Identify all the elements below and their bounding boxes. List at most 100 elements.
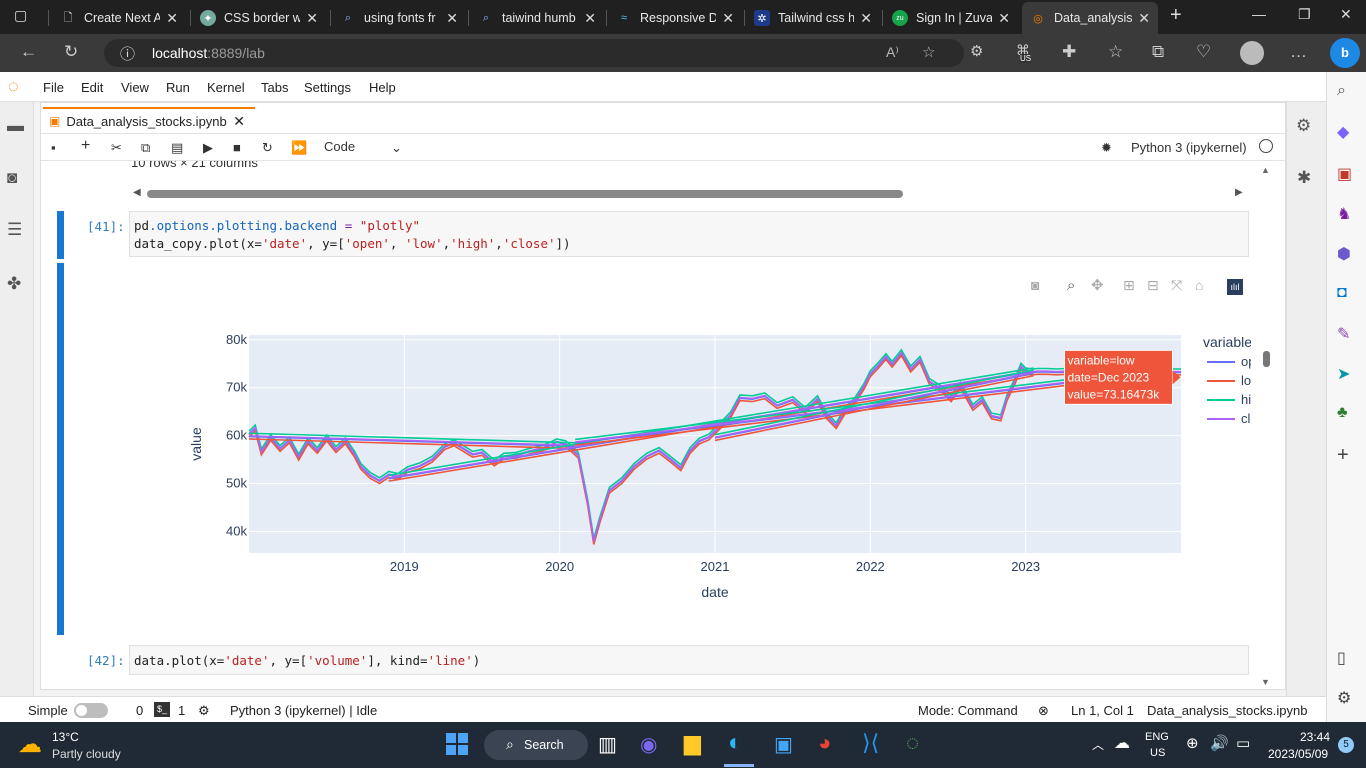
chrome-icon[interactable]: ◕ bbox=[818, 730, 832, 755]
chevron-up-icon[interactable]: ︿ bbox=[1092, 738, 1105, 752]
notification-badge[interactable]: 5 bbox=[1338, 737, 1354, 753]
browser-tab-4[interactable]: ⌕ taiwind humb ✕ bbox=[470, 4, 604, 32]
run-icon[interactable]: ▶ bbox=[203, 140, 213, 155]
taskbar-search[interactable]: ⌕ Search bbox=[484, 730, 588, 760]
simple-mode-toggle[interactable] bbox=[74, 703, 108, 718]
outlook-icon[interactable]: ◘ bbox=[1337, 284, 1347, 301]
menu-tabs[interactable]: Tabs bbox=[261, 80, 289, 95]
minimize-icon[interactable]: — bbox=[1252, 6, 1266, 22]
close-icon[interactable]: ✕ bbox=[306, 9, 318, 26]
property-inspector-icon[interactable]: ⚙ bbox=[1296, 116, 1312, 135]
plotly-chart[interactable]: 40k 50k 60k 70k 80k 2019 2020 2021 2022 2023 val… bbox=[131, 321, 1251, 611]
menu-help[interactable]: Help bbox=[369, 80, 396, 95]
autoscale-icon[interactable]: ⤧ bbox=[1171, 277, 1183, 293]
menu-file[interactable]: File bbox=[43, 80, 64, 95]
menu-kernel[interactable]: Kernel bbox=[207, 80, 245, 95]
close-icon[interactable]: ✕ bbox=[860, 9, 872, 26]
browser-tab-5[interactable]: ≈ Responsive D ✕ bbox=[608, 4, 742, 32]
kernel-name[interactable]: Python 3 (ipykernel) bbox=[1131, 140, 1247, 155]
scroll-up-icon[interactable]: ▲ bbox=[1261, 165, 1270, 175]
folder-icon[interactable]: ▬ bbox=[7, 116, 24, 135]
zoom-icon[interactable]: ⌕ bbox=[1067, 277, 1076, 294]
scroll-right-icon[interactable]: ▶ bbox=[1235, 187, 1243, 198]
collections-icon[interactable]: ⧉ bbox=[1152, 42, 1165, 61]
more-icon[interactable]: … bbox=[1290, 42, 1307, 61]
cursor-position[interactable]: Ln 1, Col 1 bbox=[1071, 703, 1134, 718]
start-icon[interactable] bbox=[446, 733, 468, 755]
bug-icon[interactable]: ✹ bbox=[1101, 140, 1112, 155]
running-icon[interactable]: ◙ bbox=[7, 168, 18, 187]
debugger-icon[interactable]: ✱ bbox=[1297, 168, 1312, 187]
browser-tab-6[interactable]: ✲ Tailwind css h ✕ bbox=[746, 4, 880, 32]
menu-edit[interactable]: Edit bbox=[81, 80, 104, 95]
file-explorer-icon[interactable]: ▆ bbox=[684, 730, 701, 755]
gear-icon[interactable]: ⚙ bbox=[1337, 690, 1352, 707]
tag-icon[interactable]: ◆ bbox=[1337, 124, 1350, 141]
vscode-icon[interactable]: ⟩⟨ bbox=[862, 730, 880, 755]
reload-icon[interactable]: ↻ bbox=[64, 42, 79, 61]
task-view-icon[interactable]: ▥ bbox=[598, 734, 617, 756]
notebook-tab[interactable]: ▣ Data_analysis_stocks.ipynb ✕ bbox=[43, 107, 255, 133]
bing-copilot-icon[interactable]: b bbox=[1330, 38, 1360, 68]
toc-icon[interactable]: ☰ bbox=[7, 220, 23, 239]
paste-icon[interactable]: ▤ bbox=[171, 140, 184, 155]
cut-icon[interactable]: ✂ bbox=[111, 140, 122, 155]
code-cell-42[interactable]: data.plot(x='date', y=['volume'], kind='… bbox=[129, 645, 1249, 675]
restore-icon[interactable]: ❐ bbox=[1298, 6, 1311, 22]
scroll-left-icon[interactable]: ◀ bbox=[133, 187, 141, 198]
language-2[interactable]: US bbox=[1150, 747, 1166, 759]
copy-icon[interactable]: ⧉ bbox=[141, 140, 151, 155]
close-window-icon[interactable]: ✕ bbox=[1340, 6, 1352, 22]
close-icon[interactable]: ✕ bbox=[584, 9, 596, 26]
browser-tab-7[interactable]: zu Sign In | Zuva ✕ bbox=[884, 4, 1018, 32]
close-icon[interactable]: ✕ bbox=[233, 112, 245, 129]
extensions-icon[interactable]: ✤ bbox=[7, 274, 22, 293]
save-icon[interactable]: ▪ bbox=[51, 140, 56, 155]
clock-date[interactable]: 2023/05/09 bbox=[1268, 747, 1329, 761]
weather-icon[interactable]: ☁ bbox=[18, 731, 42, 758]
send-icon[interactable]: ➤ bbox=[1337, 366, 1351, 383]
browser-tab-1[interactable]: 🗋 Create Next A ✕ bbox=[52, 4, 186, 32]
new-tab-icon[interactable]: + bbox=[1170, 4, 1182, 26]
close-icon[interactable]: ✕ bbox=[722, 9, 734, 26]
network-icon[interactable]: ⊕ bbox=[1186, 735, 1199, 752]
close-icon[interactable]: ✕ bbox=[998, 9, 1010, 26]
read-aloud-icon[interactable]: A⁾ bbox=[886, 44, 899, 60]
teams-icon[interactable]: ◉ bbox=[640, 734, 658, 756]
sidebar-toggle-icon[interactable]: ▯ bbox=[1337, 650, 1346, 667]
close-icon[interactable]: ✕ bbox=[1138, 9, 1150, 26]
health-icon[interactable]: ♡ bbox=[1196, 42, 1212, 61]
stop-icon[interactable]: ■ bbox=[233, 140, 241, 155]
back-icon[interactable]: ← bbox=[20, 42, 37, 61]
home-icon[interactable]: ⌂ bbox=[1195, 277, 1204, 293]
app-ring-icon[interactable]: ◌ bbox=[906, 730, 920, 755]
tree-icon[interactable]: ♣ bbox=[1337, 404, 1348, 421]
add-icon[interactable]: + bbox=[1337, 444, 1349, 466]
zoom-out-icon[interactable]: ⊟ bbox=[1147, 277, 1159, 293]
volume-icon[interactable]: 🔊 bbox=[1210, 735, 1229, 752]
extension-icon[interactable]: ⚙ bbox=[970, 43, 984, 60]
cell-type-select[interactable]: Code bbox=[324, 139, 356, 154]
run-all-icon[interactable]: ⏩ bbox=[291, 140, 308, 155]
address-bar[interactable]: ⓘ localhost:8889/lab A⁾ ☆ bbox=[104, 39, 964, 67]
clock-time[interactable]: 23:44 bbox=[1300, 730, 1331, 744]
close-icon[interactable]: ✕ bbox=[166, 9, 178, 26]
code-cell-41[interactable]: pd.options.plotting.backend = "plotly" d… bbox=[129, 211, 1249, 257]
horizontal-scrollbar[interactable] bbox=[147, 190, 903, 198]
avatar[interactable] bbox=[1240, 41, 1264, 65]
zoom-in-icon[interactable]: ⊞ bbox=[1123, 277, 1135, 293]
shield-icon[interactable]: ⊗ bbox=[1038, 703, 1049, 718]
menu-settings[interactable]: Settings bbox=[304, 80, 351, 95]
add-cell-icon[interactable]: + bbox=[81, 137, 91, 154]
info-icon[interactable]: ⓘ bbox=[120, 46, 136, 63]
cloud-icon[interactable]: ☁ bbox=[1114, 735, 1130, 752]
puzzle-icon[interactable]: ✚ bbox=[1062, 42, 1077, 61]
scroll-down-icon[interactable]: ▼ bbox=[1261, 677, 1270, 687]
battery-icon[interactable]: ▭ bbox=[1236, 735, 1251, 752]
store-icon[interactable]: ▣ bbox=[774, 734, 793, 756]
pan-icon[interactable]: ✥ bbox=[1091, 277, 1104, 294]
language-1[interactable]: ENG bbox=[1145, 731, 1169, 743]
menu-view[interactable]: View bbox=[121, 80, 149, 95]
hexagon-icon[interactable]: ⬢ bbox=[1337, 246, 1351, 263]
favorite-add-icon[interactable]: ☆ bbox=[922, 44, 936, 61]
